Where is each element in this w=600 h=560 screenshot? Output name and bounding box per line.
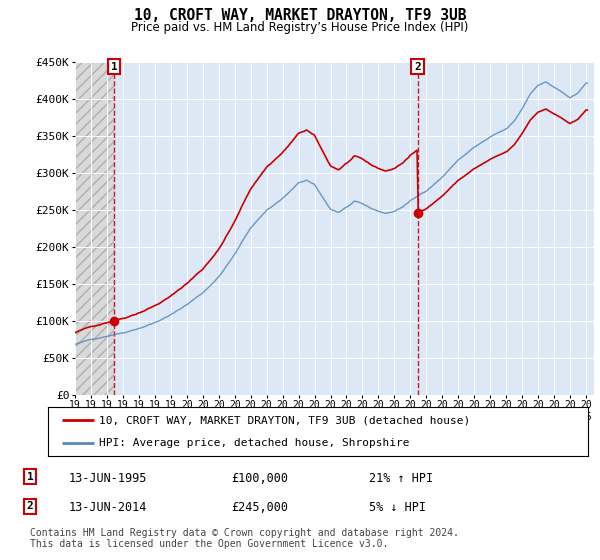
Text: £245,000: £245,000 <box>231 501 288 514</box>
Text: 10, CROFT WAY, MARKET DRAYTON, TF9 3UB: 10, CROFT WAY, MARKET DRAYTON, TF9 3UB <box>134 8 466 24</box>
Text: 2: 2 <box>26 501 34 511</box>
Text: Contains HM Land Registry data © Crown copyright and database right 2024.
This d: Contains HM Land Registry data © Crown c… <box>30 528 459 549</box>
Text: £100,000: £100,000 <box>231 472 288 484</box>
Text: Price paid vs. HM Land Registry’s House Price Index (HPI): Price paid vs. HM Land Registry’s House … <box>131 21 469 34</box>
Text: 5% ↓ HPI: 5% ↓ HPI <box>369 501 426 514</box>
Bar <box>75 62 114 395</box>
Text: 13-JUN-1995: 13-JUN-1995 <box>69 472 148 484</box>
Text: 2: 2 <box>414 62 421 72</box>
Text: 10, CROFT WAY, MARKET DRAYTON, TF9 3UB (detached house): 10, CROFT WAY, MARKET DRAYTON, TF9 3UB (… <box>100 416 470 426</box>
Text: 13-JUN-2014: 13-JUN-2014 <box>69 501 148 514</box>
Text: 1: 1 <box>111 62 118 72</box>
Text: 1: 1 <box>26 472 34 482</box>
Text: HPI: Average price, detached house, Shropshire: HPI: Average price, detached house, Shro… <box>100 438 410 448</box>
Text: 21% ↑ HPI: 21% ↑ HPI <box>369 472 433 484</box>
